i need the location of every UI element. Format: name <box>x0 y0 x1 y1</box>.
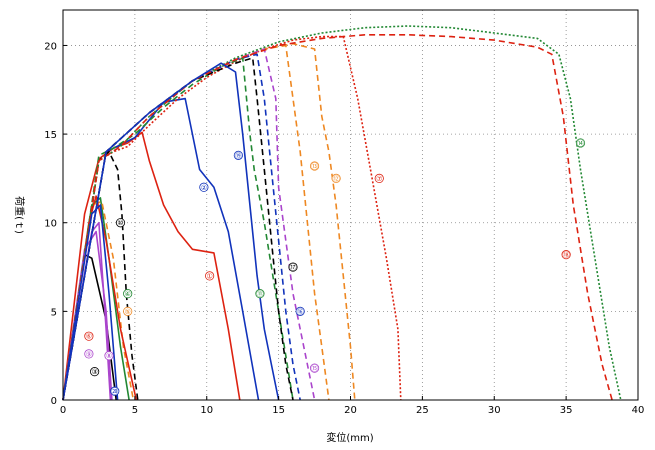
x-tick-label: 30 <box>488 405 501 416</box>
series-marker-label-15: ⑮ <box>311 365 318 373</box>
series-line-12 <box>62 42 356 401</box>
series-line-11 <box>62 57 294 401</box>
series-marker-label-8: ⑧ <box>106 352 112 360</box>
series-marker-ring-18 <box>561 250 571 260</box>
x-tick-label: 25 <box>416 405 429 416</box>
series-marker-ring-10 <box>115 218 126 228</box>
x-tick-label: 20 <box>344 405 357 416</box>
series-line-7 <box>62 35 402 401</box>
series-marker-label-19: ⑲ <box>235 152 242 160</box>
series-marker-ring-13 <box>309 161 320 171</box>
series-marker-label-5: ⑤ <box>125 308 131 316</box>
series-marker-ring-8 <box>104 351 114 361</box>
series-line-19 <box>62 62 280 401</box>
series-marker-label-12: ⑫ <box>333 175 340 183</box>
y-tick-label: 5 <box>51 307 57 318</box>
series-line-2 <box>62 97 260 401</box>
y-axis-title: 荷重(ｔ) <box>13 196 26 234</box>
series-marker-label-2: ② <box>201 184 207 192</box>
x-tick-label: 35 <box>560 405 573 416</box>
series-marker-label-17: ⑰ <box>290 264 297 272</box>
series-marker-label-9: ⑨ <box>86 350 92 358</box>
x-tick-label: 15 <box>272 405 285 416</box>
series-marker-ring-11 <box>255 289 265 299</box>
series-marker-ring-12 <box>331 173 341 184</box>
series-markers: ① ② ③ ④ ⑤ ⑥ ⑦ ⑧ ⑨ ⑩ ⑪ ⑫ ⑬ ⑭ ⑮ ⑯ ⑰ ⑱ ⑲ ⑳ <box>84 138 586 396</box>
series-marker-label-10: ⑩ <box>117 219 123 227</box>
series-marker-label-11: ⑪ <box>256 290 263 298</box>
series-lines <box>62 25 622 401</box>
x-axis-title: 変位(mm) <box>326 431 373 444</box>
series-marker-ring-16 <box>295 306 305 316</box>
x-tick-label: 5 <box>132 405 138 416</box>
series-marker-label-13: ⑬ <box>311 163 318 171</box>
series-marker-label-14: ⑭ <box>577 139 584 147</box>
series-marker-label-16: ⑯ <box>297 308 304 316</box>
series-line-14 <box>62 25 622 401</box>
series-marker-label-6: ⑥ <box>86 333 92 341</box>
series-marker-ring-1 <box>205 271 215 281</box>
series-marker-ring-7 <box>374 173 384 184</box>
series-marker-ring-20 <box>110 386 120 396</box>
series-marker-ring-15 <box>309 363 320 373</box>
y-tick-label: 10 <box>44 219 57 230</box>
x-tick-label: 0 <box>60 405 66 416</box>
series-marker-ring-3 <box>90 367 100 377</box>
series-marker-ring-2 <box>199 182 209 192</box>
series-marker-ring-17 <box>288 262 298 272</box>
series-line-20 <box>62 204 119 401</box>
tick-labels: 0 5 10 15 20 25 30 35 40 0 5 10 15 20 <box>44 41 644 416</box>
series-marker-label-7: ⑦ <box>376 175 382 183</box>
y-tick-label: 0 <box>51 396 57 407</box>
series-marker-label-4: ④ <box>125 290 131 298</box>
x-tick-label: 10 <box>200 405 213 416</box>
y-tick-label: 20 <box>44 41 57 52</box>
series-marker-label-18: ⑱ <box>563 251 570 259</box>
y-tick-label: 15 <box>44 130 57 141</box>
x-tick-label: 40 <box>632 405 645 416</box>
series-marker-ring-4 <box>123 289 133 299</box>
series-marker-label-3: ③ <box>91 368 97 376</box>
series-marker-ring-5 <box>123 306 133 316</box>
series-marker-label-20: ⑳ <box>111 388 118 396</box>
series-marker-label-1: ① <box>206 272 212 280</box>
series-marker-ring-14 <box>575 138 586 148</box>
series-marker-ring-9 <box>84 349 94 359</box>
series-marker-ring-6 <box>84 331 94 341</box>
series-marker-ring-19 <box>233 150 243 160</box>
